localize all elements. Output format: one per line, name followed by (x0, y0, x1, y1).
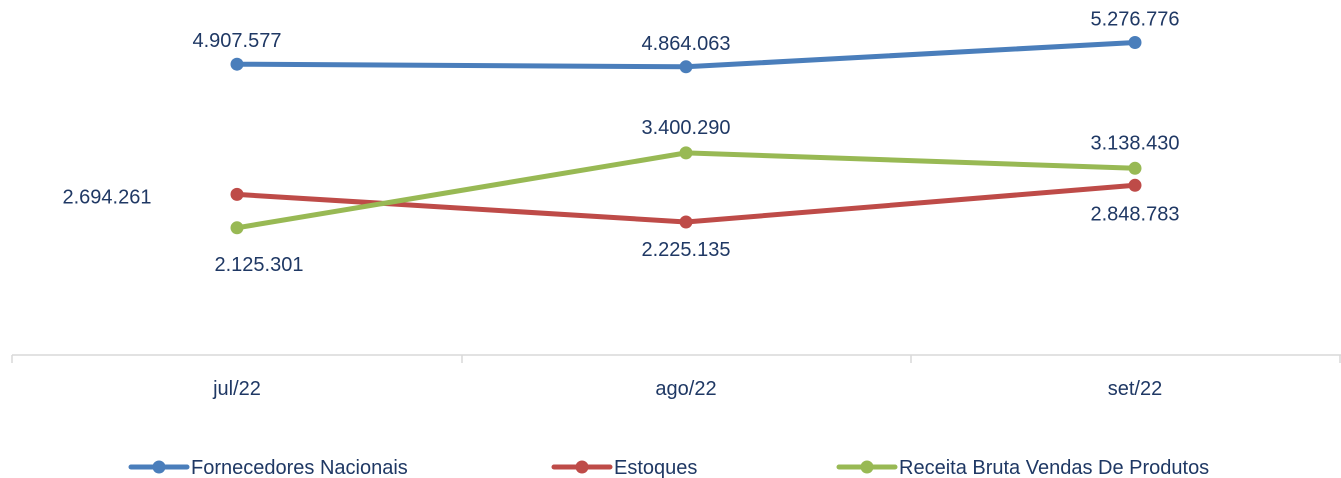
x-axis: jul/22 ago/22 set/22 (11, 354, 1341, 400)
data-point (679, 215, 693, 229)
data-label: 4.907.577 (193, 30, 282, 52)
data-label: 3.400.290 (642, 117, 731, 139)
legend-label: Fornecedores Nacionais (191, 457, 408, 478)
legend-label: Estoques (614, 457, 697, 478)
data-label: 2.125.301 (215, 254, 304, 276)
data-point (1128, 161, 1142, 175)
data-point (230, 187, 244, 201)
legend-marker-icon (152, 460, 166, 474)
legend-marker-icon (860, 460, 874, 474)
plot-area (230, 36, 1142, 235)
data-label: 2.225.135 (642, 239, 731, 261)
data-label: 4.864.063 (642, 33, 731, 55)
x-tick-label: set/22 (1108, 378, 1162, 400)
x-tick-label: jul/22 (212, 378, 261, 400)
legend-item: Estoques (551, 457, 697, 478)
legend: Fornecedores Nacionais Estoques Receita Br… (128, 457, 1209, 478)
data-point (679, 146, 693, 160)
legend-item: Receita Bruta Vendas De Produtos (836, 457, 1209, 478)
data-labels: 4.907.577 4.864.063 5.276.776 2.694.261 2.22… (63, 9, 1180, 276)
legend-item: Fornecedores Nacionais (128, 457, 408, 478)
x-tick-label: ago/22 (655, 378, 716, 400)
data-label: 2.848.783 (1091, 203, 1180, 225)
data-point (230, 57, 244, 71)
series-2 (230, 146, 1142, 235)
data-point (1128, 36, 1142, 49)
data-label: 5.276.776 (1091, 9, 1180, 31)
data-label: 3.138.430 (1091, 132, 1180, 154)
series-0 (230, 36, 1142, 74)
legend-label: Receita Bruta Vendas De Produtos (899, 457, 1209, 478)
legend-marker-icon (575, 460, 589, 474)
data-point (679, 60, 693, 74)
data-point (1128, 178, 1142, 192)
data-label: 2.694.261 (63, 186, 152, 208)
data-point (230, 221, 244, 235)
